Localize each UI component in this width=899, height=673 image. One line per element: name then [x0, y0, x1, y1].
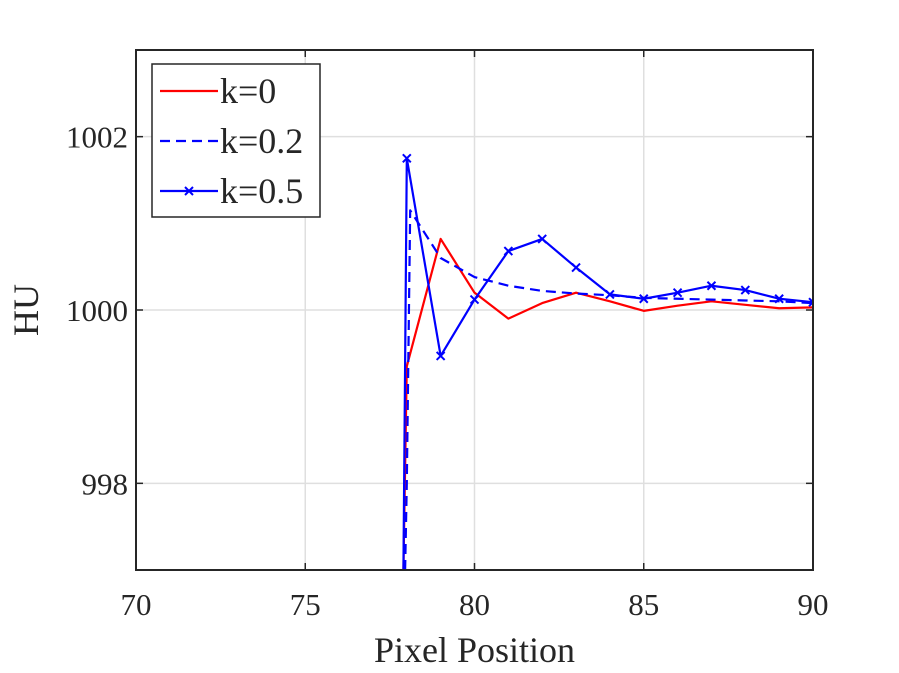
x-tick-label: 85 [628, 587, 659, 622]
data-point-marker [402, 153, 412, 164]
data-point-marker [503, 246, 514, 256]
x-tick-label: 80 [459, 587, 490, 622]
y-tick-labels: 998 1000 1002 [66, 120, 128, 502]
legend-label: k=0.2 [220, 121, 303, 161]
plot-area [402, 153, 813, 570]
data-point-marker [537, 234, 547, 244]
legend-marker [184, 186, 194, 196]
y-axis-title: HU [6, 284, 46, 336]
data-point-marker [435, 351, 446, 361]
legend-item: k=0.5 [160, 171, 303, 211]
legend: k=0 k=0.2 k=0.5 [151, 63, 321, 218]
series-line [402, 157, 813, 570]
series-k=0.5 [402, 153, 813, 570]
data-point-marker [571, 262, 581, 273]
data-point-marker [605, 289, 615, 300]
data-point-marker [774, 294, 784, 304]
legend-item: k=0 [160, 71, 276, 111]
y-tick-label: 998 [82, 466, 129, 501]
series-k=0 [402, 237, 813, 570]
data-point-marker [639, 294, 649, 304]
series-k=0.2 [404, 209, 813, 570]
data-point-marker [469, 294, 480, 305]
legend-label: k=0 [220, 71, 276, 111]
x-tick-label: 90 [798, 587, 829, 622]
y-tick-label: 1000 [66, 293, 128, 328]
series-line [404, 209, 813, 570]
legend-item: k=0.2 [160, 121, 303, 161]
tick-marks [135, 50, 814, 570]
x-axis-title: Pixel Position [374, 630, 575, 670]
y-tick-label: 1002 [66, 120, 128, 155]
legend-label: k=0.5 [220, 171, 303, 211]
x-tick-labels: 70 75 80 85 90 [121, 587, 829, 622]
data-point-marker [706, 281, 717, 291]
data-point-marker [740, 285, 751, 295]
x-tick-label: 70 [121, 587, 152, 622]
x-tick-label: 75 [290, 587, 321, 622]
data-point-marker [808, 297, 813, 307]
data-point-marker [672, 287, 683, 298]
series-line [402, 237, 813, 570]
